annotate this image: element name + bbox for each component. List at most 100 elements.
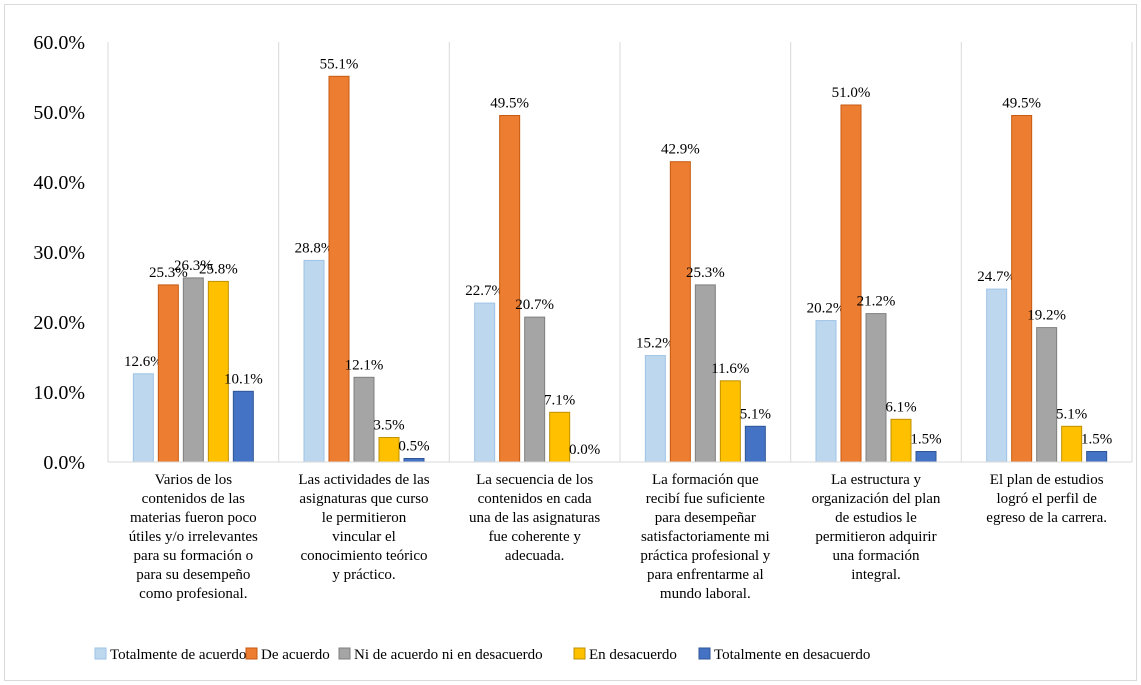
data-label: 19.2% — [1027, 308, 1066, 324]
data-label: 12.6% — [124, 354, 163, 370]
category-label-line: le permitieron — [322, 510, 407, 526]
data-label: 12.1% — [345, 357, 384, 373]
category-label-line: La secuencia de los — [476, 472, 593, 488]
y-tick-label: 60.0% — [33, 32, 85, 54]
category-label-line: contenidos en cada — [478, 491, 592, 507]
bar — [815, 320, 837, 463]
y-tick-label: 20.0% — [33, 312, 85, 334]
legend-label: Ni de acuerdo ni en desacuerdo — [354, 647, 543, 663]
bar — [1036, 327, 1058, 463]
data-label: 20.7% — [515, 297, 554, 313]
legend-label: Totalmente en desacuerdo — [714, 647, 870, 663]
category-label-line: vincular el — [332, 529, 396, 545]
bar — [549, 411, 571, 463]
data-label: 42.9% — [661, 142, 700, 158]
category-label-line: práctica profesional y — [640, 548, 770, 564]
bar — [303, 259, 325, 463]
data-label: 25.8% — [199, 261, 238, 277]
category-label-line: conocimiento teórico — [300, 548, 427, 564]
legend-label: Totalmente de acuerdo — [110, 647, 246, 663]
bar — [644, 355, 666, 463]
data-label: 1.5% — [910, 432, 941, 448]
data-label: 5.1% — [1056, 406, 1087, 422]
data-label: 25.3% — [686, 265, 725, 281]
data-label: 28.8% — [295, 240, 334, 256]
data-label: 10.1% — [224, 371, 263, 387]
data-label: 25.3% — [149, 265, 188, 281]
category-label-line: y práctico. — [332, 567, 395, 583]
category-label-line: útiles y/o irrelevantes — [129, 529, 258, 545]
legend-swatch — [698, 647, 711, 660]
bar — [890, 418, 912, 463]
category-label-line: una de las asignaturas — [469, 510, 600, 526]
category-label-line: para su formación o — [134, 548, 254, 564]
bar — [132, 373, 154, 463]
category-label-line: recibí fue suficiente — [646, 491, 765, 507]
category-label-line: contenidos de las — [142, 491, 245, 507]
category-label-line: como profesional. — [139, 586, 247, 602]
bar — [865, 313, 887, 463]
data-label: 21.2% — [857, 294, 896, 310]
legend-swatch — [245, 647, 258, 660]
bar — [524, 316, 546, 463]
data-label: 6.1% — [885, 399, 916, 415]
data-label: 7.1% — [544, 392, 575, 408]
bar — [353, 376, 375, 463]
category-label-line: integral. — [851, 567, 901, 583]
data-label: 5.1% — [740, 406, 771, 422]
legend-label: En desacuerdo — [589, 647, 677, 663]
data-label: 1.5% — [1081, 432, 1112, 448]
data-label: 3.5% — [373, 418, 404, 434]
bar — [378, 437, 400, 463]
y-tick-label: 30.0% — [33, 242, 85, 264]
data-label: 49.5% — [490, 96, 529, 112]
data-label: 20.2% — [807, 301, 846, 317]
bar — [986, 288, 1008, 463]
bar — [915, 451, 937, 463]
legend-label: De acuerdo — [261, 647, 330, 663]
bar — [669, 161, 691, 463]
category-label-line: fue coherente y — [488, 529, 581, 545]
legend-swatch — [338, 647, 351, 660]
data-label: 11.6% — [711, 361, 749, 377]
category-label-line: de estudios le — [835, 510, 917, 526]
bar — [744, 425, 766, 463]
category-label-line: El plan de estudios — [990, 472, 1104, 488]
category-label-line: La estructura y — [831, 472, 921, 488]
data-label: 26.3% — [174, 258, 213, 274]
category-label-line: satisfactoriamente mi — [641, 529, 770, 545]
bar — [157, 284, 179, 463]
category-label: El plan de estudios logró el perfil de egr… — [986, 472, 1107, 526]
data-label: 51.0% — [832, 85, 871, 101]
category-label-line: Las actividades de las — [298, 472, 429, 488]
bar — [328, 75, 350, 463]
y-tick-label: 0.0% — [43, 452, 85, 474]
y-tick-label: 50.0% — [33, 102, 85, 124]
category-label-line: permitieron adquirir — [815, 529, 936, 545]
category-label-line: materias fueron poco — [130, 510, 257, 526]
data-label: 49.5% — [1002, 96, 1041, 112]
bar — [499, 115, 521, 463]
bar — [1086, 451, 1108, 463]
bar — [719, 380, 741, 463]
category-label-line: logró el perfil de — [996, 491, 1097, 507]
category-label: Varios de los contenidos de las materias f… — [129, 472, 258, 602]
bar — [1011, 115, 1033, 463]
bar — [1061, 425, 1083, 463]
bar — [403, 458, 425, 463]
data-label: 24.7% — [977, 269, 1016, 285]
bar — [182, 277, 204, 463]
bar — [232, 390, 254, 463]
category-label-line: egreso de la carrera. — [986, 510, 1107, 526]
category-label: La estructura y organización del plan de e… — [812, 472, 941, 583]
category-label: La formación que recibí fue suficiente par… — [640, 472, 770, 602]
legend-swatch — [573, 647, 586, 660]
category-label-line: para enfrentarme al — [647, 567, 764, 583]
data-label: 0.0% — [569, 442, 600, 458]
category-label-line: Varios de los — [155, 472, 233, 488]
y-tick-label: 40.0% — [33, 172, 85, 194]
category-label-line: para desempeñar — [655, 510, 756, 526]
category-label: La secuencia de los contenidos en cada una… — [469, 472, 600, 564]
data-label: 55.1% — [320, 56, 359, 72]
